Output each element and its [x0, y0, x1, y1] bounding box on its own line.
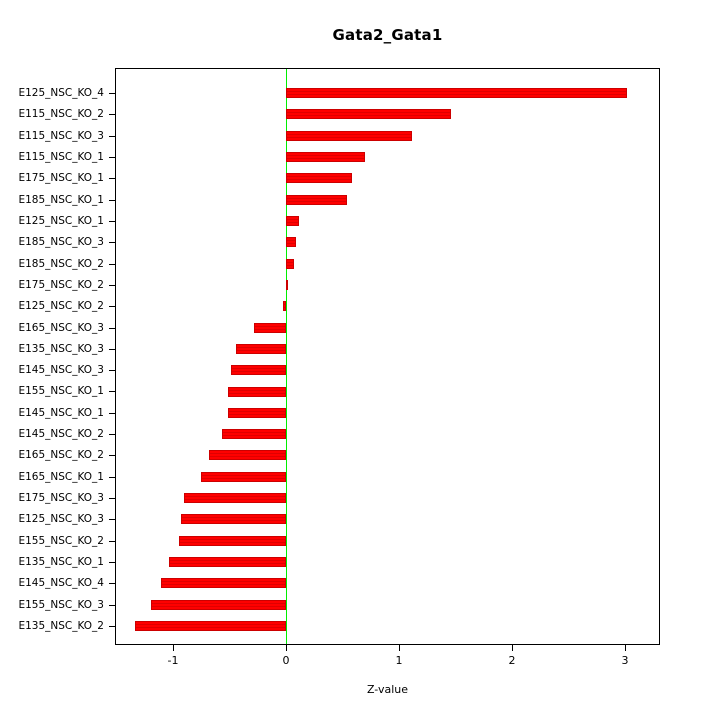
y-axis-category-label: E185_NSC_KO_2 [18, 258, 104, 270]
y-axis-tick [109, 541, 115, 542]
bar [285, 237, 296, 248]
x-axis-tick [173, 645, 174, 651]
y-axis-tick [109, 157, 115, 158]
bar [228, 386, 286, 397]
y-axis-category-label: E115_NSC_KO_2 [18, 108, 104, 120]
bar [208, 450, 286, 461]
y-axis-tick [109, 285, 115, 286]
bar [285, 109, 451, 120]
y-axis-tick [109, 306, 115, 307]
bar [228, 407, 286, 418]
y-axis-tick [109, 93, 115, 94]
bar [179, 535, 286, 546]
bar [169, 557, 286, 567]
y-axis-tick [109, 178, 115, 179]
y-axis-category-label: E125_NSC_KO_3 [18, 513, 104, 525]
y-axis-category-label: E125_NSC_KO_2 [18, 300, 104, 312]
y-axis-category-label: E185_NSC_KO_3 [18, 236, 104, 248]
bar [161, 578, 286, 589]
x-axis-tick [286, 645, 287, 651]
bar [285, 258, 294, 269]
x-axis-tick-label: -1 [167, 654, 179, 667]
y-axis-category-label: E115_NSC_KO_3 [18, 130, 104, 142]
bar [285, 194, 347, 205]
chart-title: Gata2_Gata1 [332, 26, 443, 44]
bar [200, 471, 286, 482]
bar [183, 493, 286, 504]
y-axis-category-label: E145_NSC_KO_3 [18, 364, 104, 376]
y-axis-category-label: E135_NSC_KO_1 [18, 556, 104, 568]
bar [285, 279, 288, 290]
y-axis-tick [109, 626, 115, 627]
y-axis-category-label: E155_NSC_KO_3 [18, 599, 104, 611]
y-axis-tick [109, 264, 115, 265]
y-axis-tick [109, 477, 115, 478]
y-axis-tick [109, 349, 115, 350]
y-axis-category-label: E155_NSC_KO_2 [18, 535, 104, 547]
y-axis-category-label: E145_NSC_KO_1 [18, 407, 104, 419]
bar [285, 88, 628, 98]
x-axis-tick [399, 645, 400, 651]
bar [285, 173, 353, 184]
y-axis-category-label: E185_NSC_KO_1 [18, 194, 104, 206]
y-axis-tick [109, 498, 115, 499]
x-axis-tick-label: 1 [395, 654, 403, 667]
y-axis-category-label: E125_NSC_KO_1 [18, 215, 104, 227]
bar [222, 429, 286, 440]
y-axis-tick [109, 519, 115, 520]
y-axis-tick [109, 114, 115, 115]
y-axis-tick [109, 583, 115, 584]
y-axis-tick [109, 605, 115, 606]
y-axis-category-label: E175_NSC_KO_1 [18, 172, 104, 184]
bar [254, 322, 286, 333]
plot-area [115, 68, 660, 645]
bar [285, 215, 300, 226]
y-axis-tick [109, 221, 115, 222]
bar [285, 130, 413, 141]
y-axis-tick [109, 242, 115, 243]
y-axis-category-label: E165_NSC_KO_1 [18, 471, 104, 483]
y-axis-category-label: E165_NSC_KO_3 [18, 322, 104, 334]
bar [151, 599, 286, 610]
y-axis-category-label: E145_NSC_KO_4 [18, 577, 104, 589]
y-axis-category-label: E175_NSC_KO_3 [18, 492, 104, 504]
y-axis-category-label: E155_NSC_KO_1 [18, 385, 104, 397]
zero-reference-line [286, 69, 287, 644]
bar [283, 301, 286, 312]
y-axis-tick [109, 328, 115, 329]
bar [285, 152, 365, 162]
y-axis-tick [109, 200, 115, 201]
y-axis-category-label: E165_NSC_KO_2 [18, 449, 104, 461]
y-axis-category-label: E125_NSC_KO_4 [18, 87, 104, 99]
bar [135, 621, 286, 631]
x-axis-tick-label: 2 [508, 654, 516, 667]
y-axis-tick [109, 434, 115, 435]
x-axis-tick-label: 0 [282, 654, 290, 667]
x-axis-tick [625, 645, 626, 651]
bar [180, 514, 286, 525]
x-axis-tick-label: 3 [621, 654, 629, 667]
y-axis-tick [109, 391, 115, 392]
bar [235, 343, 286, 354]
y-axis-category-label: E145_NSC_KO_2 [18, 428, 104, 440]
bar [231, 365, 286, 376]
x-axis-tick [512, 645, 513, 651]
y-axis-category-label: E135_NSC_KO_2 [18, 620, 104, 632]
y-axis-tick [109, 413, 115, 414]
y-axis-category-label: E175_NSC_KO_2 [18, 279, 104, 291]
y-axis-category-label: E115_NSC_KO_1 [18, 151, 104, 163]
y-axis-tick [109, 455, 115, 456]
y-axis-tick [109, 562, 115, 563]
x-axis-label: Z-value [366, 683, 409, 696]
y-axis-category-label: E135_NSC_KO_3 [18, 343, 104, 355]
y-axis-tick [109, 136, 115, 137]
y-axis-tick [109, 370, 115, 371]
